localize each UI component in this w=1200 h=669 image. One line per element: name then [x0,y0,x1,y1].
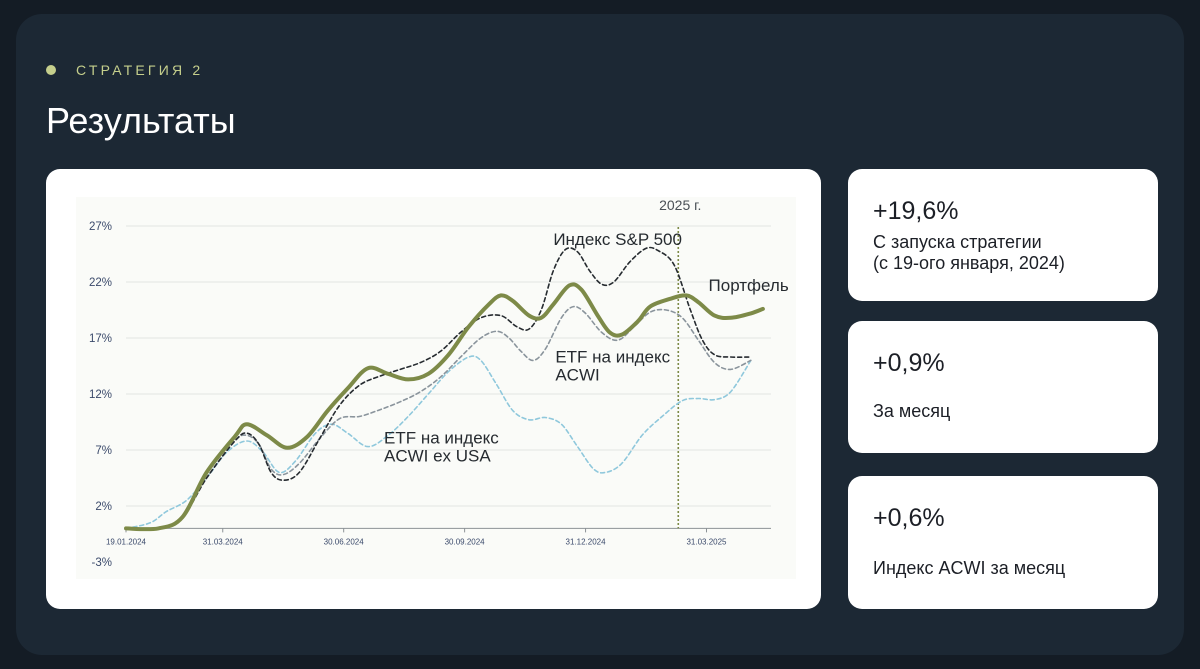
stat-value: +19,6% [873,197,959,225]
stat-label-line: С запуска стратегии [873,232,1042,252]
series-label: ETF на индекс [384,428,499,447]
series-label: ACWI [555,366,599,385]
x-tick-label: 30.06.2024 [324,537,365,546]
stat-card-month: +0,9% За месяц [848,321,1158,453]
series-label: Портфель [709,276,789,295]
series-acwi-ex-usa-line [125,355,752,530]
plot-background [76,197,796,579]
series-sp500-line [125,246,752,531]
y-tick-label: 2% [95,501,112,513]
y-tick-label: 7% [95,445,112,457]
section-eyebrow: СТРАТЕГИЯ 2 [46,62,203,78]
stat-label-line: За месяц [873,401,951,421]
stat-label-line: Индекс ACWI за месяц [873,558,1066,578]
line-chart: 27% 22% 17% 12% 7% 2% -3% 19.01.2024 31.03.2024 3… [76,197,796,579]
stat-card-acwi-month: +0,6% Индекс ACWI за месяц [848,476,1158,609]
year-2025-marker-label: 2025 г. [659,197,701,213]
x-tick-label: 31.12.2024 [566,537,607,546]
y-tick-label: -3% [92,557,112,569]
stat-value: +0,9% [873,349,945,377]
series-portfolio-line [124,282,765,532]
page-title: Результаты [46,100,236,141]
stat-card-since-launch: +19,6% С запуска стратегии (с 19-ого янв… [848,169,1158,301]
strategy-label: СТРАТЕГИЯ 2 [76,62,204,78]
stat-label-line: (с 19-ого января, 2024) [873,253,1065,273]
bullet-dot-icon [46,65,56,75]
y-tick-label: 17% [89,333,112,345]
series-label: Индекс S&P 500 [553,230,682,249]
y-tick-label: 27% [89,221,112,233]
x-tick-label: 31.03.2025 [686,537,727,546]
y-tick-label: 22% [89,277,112,289]
series-label: ETF на индекс [555,348,670,367]
chart-card: 27% 22% 17% 12% 7% 2% -3% 19.01.2024 31.03.2024 3… [46,169,821,609]
x-tick-label: 30.09.2024 [445,537,486,546]
x-tick-label: 31.03.2024 [203,537,244,546]
series-label: ACWI ex USA [384,446,491,465]
stat-value: +0,6% [873,504,945,532]
y-tick-label: 12% [89,389,112,401]
x-tick-label: 19.01.2024 [106,537,147,546]
